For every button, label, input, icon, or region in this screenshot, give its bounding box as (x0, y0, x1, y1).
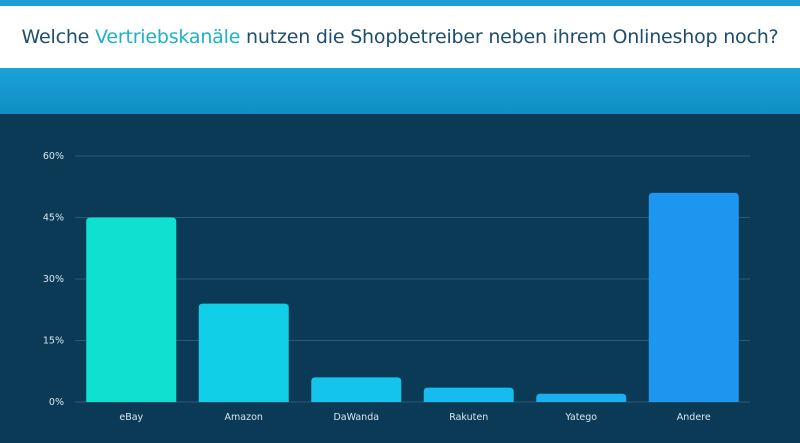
x-tick-label: DaWanda (333, 412, 379, 423)
plot-area: 0% 15% 30% 45% 60% eBay Amazon DaWanda Rakuten Ya… (0, 114, 800, 443)
title-part-before: Welche (21, 26, 96, 48)
bar-amazon (198, 303, 289, 402)
bar-yatego (536, 393, 627, 402)
y-tick-label: 60% (43, 151, 64, 162)
y-tick-label: 0% (49, 397, 64, 408)
x-tick-label: Rakuten (449, 412, 488, 423)
title-part-after: nutzen die Shopbetreiber neben ihrem Onl… (240, 26, 779, 48)
chart-title: Welche Vertriebskanäle nutzen die Shopbe… (22, 26, 779, 48)
bar-chart: 0% 15% 30% 45% 60% eBay Amazon DaWanda Rakuten Ya… (43, 151, 750, 423)
bar-rakuten (423, 387, 514, 402)
bar-dawanda (311, 377, 402, 402)
title-highlight: Vertriebskanäle (95, 26, 241, 48)
y-tick-label: 15% (43, 336, 64, 347)
color-band (0, 68, 800, 114)
bar-andere (648, 192, 739, 402)
bar-ebay (86, 217, 177, 402)
y-tick-label: 30% (43, 274, 64, 285)
y-tick-label: 45% (43, 213, 64, 224)
x-tick-label: Yatego (564, 412, 597, 423)
top-accent-bar (0, 0, 800, 6)
x-tick-label: eBay (119, 412, 143, 423)
x-tick-label: Amazon (225, 412, 263, 423)
title-bar: Welche Vertriebskanäle nutzen die Shopbe… (0, 6, 800, 68)
x-tick-label: Andere (677, 412, 711, 423)
